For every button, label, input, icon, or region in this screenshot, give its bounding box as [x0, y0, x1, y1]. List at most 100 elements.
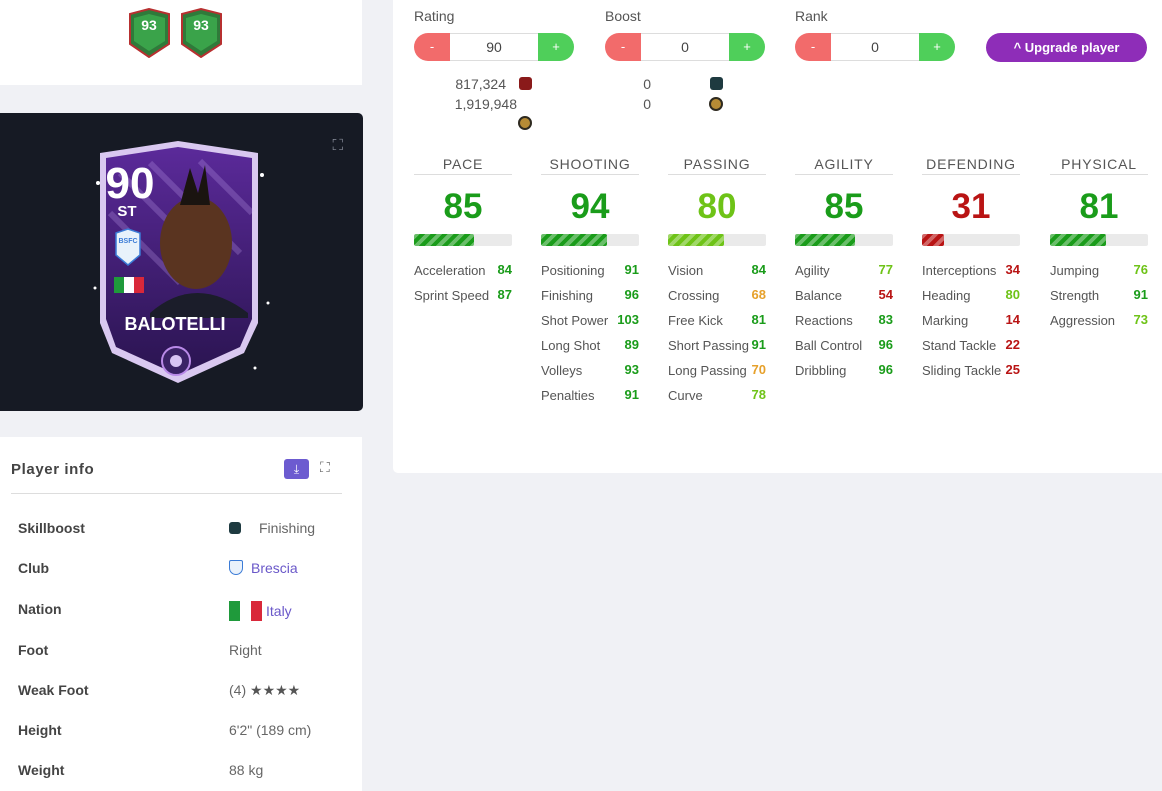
substat-name: Ball Control [795, 338, 863, 353]
stat-column-physical: PHYSICAL 81 Jumping 76 Strength 91 Aggression 7… [1050, 156, 1148, 332]
stat-bar [1050, 234, 1148, 246]
substat-name: Reactions [795, 313, 853, 328]
substat-row: Volleys 93 [541, 357, 639, 382]
substat-row: Finishing 96 [541, 282, 639, 307]
boost-input[interactable]: 0 [641, 33, 729, 61]
substat-row: Strength 91 [1050, 282, 1148, 307]
weak-foot-value: (4) [229, 682, 247, 698]
substat-name: Curve [668, 388, 703, 403]
player-card: 90 ST BSFC BALOTELLI [93, 141, 270, 383]
stat-column-shooting: SHOOTING 94 Positioning 91 Finishing 96 Shot P… [541, 156, 639, 407]
substat-name: Vision [668, 263, 704, 278]
substat-name: Marking [922, 313, 969, 328]
substat-value: 83 [878, 312, 893, 327]
stat-column-agility: AGILITY 85 Agility 77 Balance 54 Reactions 83 Ba… [795, 156, 893, 382]
substat-value: 89 [624, 337, 639, 352]
substat-name: Acceleration [414, 263, 486, 278]
stat-value: 85 [824, 187, 864, 226]
substat-row: Crossing 68 [668, 282, 766, 307]
rank-input[interactable]: 0 [831, 33, 919, 61]
info-row-weak-foot: Weak Foot (4) ★★★★ [18, 682, 348, 704]
substat-row: Curve 78 [668, 382, 766, 407]
stat-bar [414, 234, 512, 246]
upgrade-player-button[interactable]: ^ Upgrade player [986, 33, 1147, 62]
skillboost-icon [710, 77, 723, 90]
info-key: Club [18, 560, 50, 576]
stat-column-defending: DEFENDING 31 Interceptions 34 Heading 80 Marki… [922, 156, 1020, 382]
substat-row: Shot Power 103 [541, 307, 639, 332]
stat-name: AGILITY [795, 156, 893, 175]
substat-value: 22 [1005, 337, 1020, 352]
rating-plus-button[interactable]: + [538, 33, 574, 61]
info-key: Nation [18, 601, 62, 617]
stat-value: 94 [570, 187, 610, 226]
stat-name: SHOOTING [541, 156, 639, 175]
substat-value: 25 [1005, 362, 1020, 377]
substat-name: Long Shot [541, 338, 601, 353]
info-expand-icon[interactable]: ⛶ [320, 459, 330, 475]
substat-name: Sprint Speed [414, 288, 490, 303]
boost-plus-button[interactable]: + [729, 33, 765, 61]
club-badge-code: BSFC [118, 238, 137, 245]
club-link[interactable]: Brescia [229, 560, 298, 576]
substat-value: 77 [878, 262, 893, 277]
substat-row: Reactions 83 [795, 307, 893, 332]
substat-row: Short Passing 91 [668, 332, 766, 357]
substat-name: Interceptions [922, 263, 997, 278]
substat-value: 78 [751, 387, 766, 402]
substat-name: Strength [1050, 288, 1100, 303]
download-button[interactable]: ⤓ [284, 459, 309, 479]
substat-name: Balance [795, 288, 842, 303]
player-hair [180, 165, 210, 205]
substat-row: Ball Control 96 [795, 332, 893, 357]
info-value: 88 kg [229, 762, 264, 778]
player-face [160, 197, 232, 289]
stat-bar-fill [922, 234, 944, 246]
info-value: Right [229, 642, 262, 658]
rating-minus-button[interactable]: - [414, 33, 450, 61]
substat-row: Aggression 73 [1050, 307, 1148, 332]
substat-value: 93 [624, 362, 639, 377]
skillboost-value: Finishing [259, 520, 316, 536]
stat-bar-fill [795, 234, 855, 246]
boost-coin-cost: 0 [643, 96, 651, 112]
substat-value: 84 [497, 262, 512, 277]
info-key: Foot [18, 642, 49, 658]
mini-card-2[interactable]: 93 [178, 8, 225, 58]
info-divider [11, 493, 342, 494]
boost-minus-button[interactable]: - [605, 33, 641, 61]
sparkle-icons [93, 173, 270, 370]
substat-row: Sliding Tackle 25 [922, 357, 1020, 382]
substat-row: Jumping 76 [1050, 257, 1148, 282]
boost-skill-cost: 0 [643, 76, 651, 92]
info-row-height: Height 6'2" (189 cm) [18, 722, 348, 744]
card-expand-icon[interactable]: ⛶ [332, 137, 343, 154]
substat-name: Short Passing [668, 338, 749, 353]
substat-value: 91 [624, 262, 639, 277]
coin-icon [709, 97, 723, 111]
card-position: ST [117, 203, 136, 220]
substat-row: Positioning 91 [541, 257, 639, 282]
rank-plus-button[interactable]: + [919, 33, 955, 61]
substat-name: Volleys [541, 363, 583, 378]
rating-stepper: - 90 + [414, 33, 574, 61]
rank-minus-button[interactable]: - [795, 33, 831, 61]
substat-value: 70 [751, 362, 766, 377]
substat-value: 87 [497, 287, 512, 302]
substat-value: 96 [878, 362, 893, 377]
stat-name: PASSING [668, 156, 766, 175]
nation-link[interactable]: Italy [229, 601, 292, 621]
club-logo-icon [229, 560, 243, 575]
stat-bar [541, 234, 639, 246]
player-shirt [150, 293, 248, 318]
mini-card-1[interactable]: 93 [126, 8, 173, 58]
rating-input[interactable]: 90 [450, 33, 538, 61]
substat-name: Positioning [541, 263, 605, 278]
stat-name: PACE [414, 156, 512, 175]
club-name: Brescia [251, 560, 298, 576]
boost-label: Boost [605, 8, 641, 24]
top-cards-panel: 93 93 [0, 0, 362, 85]
substat-row: Long Shot 89 [541, 332, 639, 357]
substat-row: Vision 84 [668, 257, 766, 282]
substat-value: 84 [751, 262, 766, 277]
